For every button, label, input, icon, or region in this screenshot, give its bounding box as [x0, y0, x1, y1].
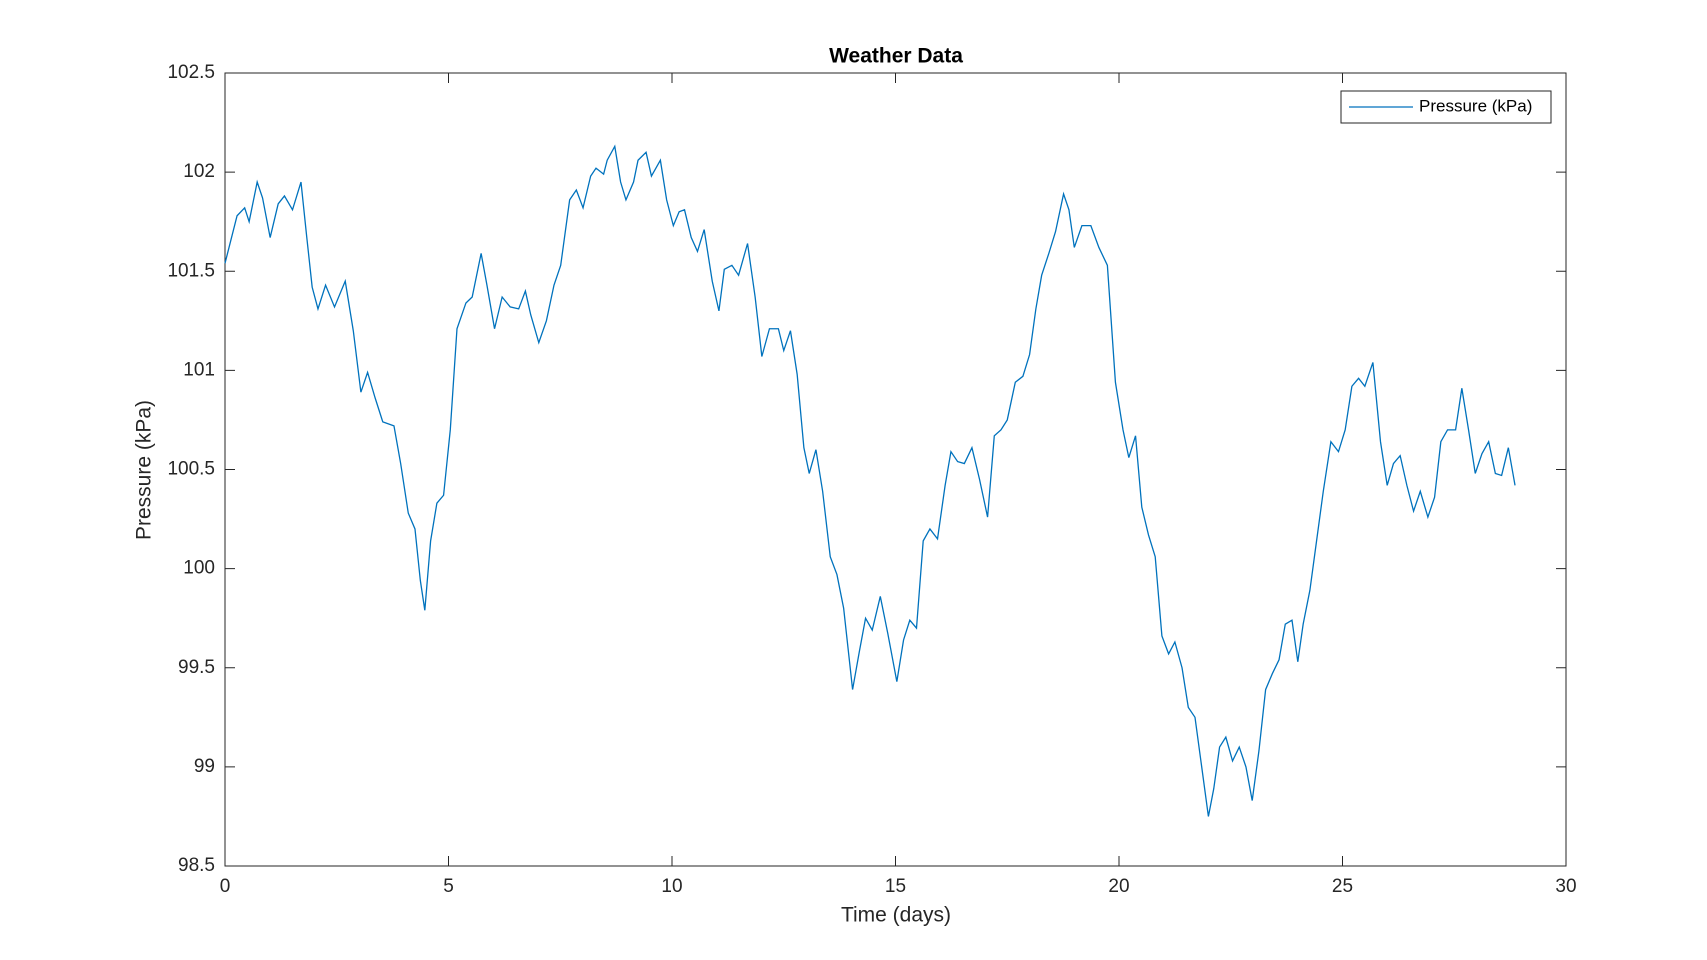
y-tick-label: 100 [183, 558, 215, 579]
y-tick-label: 102 [183, 161, 215, 182]
x-tick-label: 20 [1108, 876, 1129, 897]
y-tick-label: 102.5 [167, 62, 215, 83]
y-tick-label: 99.5 [178, 657, 215, 678]
y-tick-label: 98.5 [178, 855, 215, 876]
y-tick-label: 101.5 [167, 260, 215, 281]
y-tick-label: 99 [194, 756, 215, 777]
x-tick-label: 10 [661, 876, 682, 897]
x-tick-label: 15 [885, 876, 906, 897]
x-tick-label: 30 [1555, 876, 1576, 897]
y-tick-label: 101 [183, 359, 215, 380]
x-tick-label: 5 [443, 876, 454, 897]
x-axis-label: Time (days) [841, 904, 951, 927]
y-axis-label: Pressure (kPa) [133, 400, 156, 540]
chart-title: Weather Data [829, 45, 963, 68]
legend: Pressure (kPa) [1340, 90, 1552, 124]
data-line [224, 144, 1516, 817]
legend-label: Pressure (kPa) [1419, 96, 1532, 115]
y-tick-label: 100.5 [167, 459, 215, 480]
plot-area [224, 72, 1567, 867]
x-tick-label: 0 [220, 876, 231, 897]
x-tick-label: 25 [1332, 876, 1353, 897]
